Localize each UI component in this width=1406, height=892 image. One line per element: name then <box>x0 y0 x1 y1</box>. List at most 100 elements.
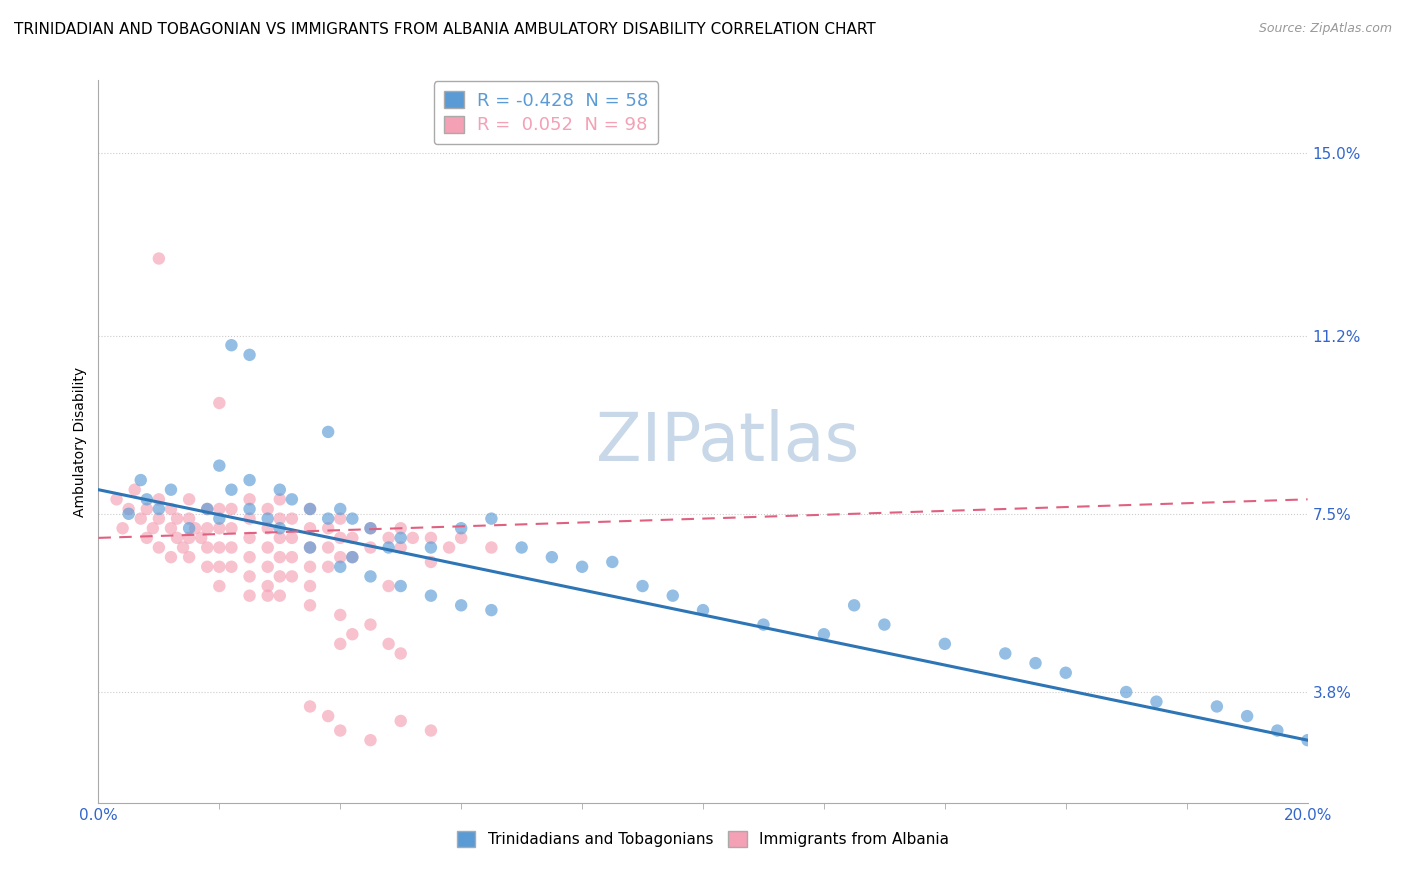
Point <box>208 458 231 473</box>
Point <box>256 502 278 516</box>
Point <box>299 579 322 593</box>
Point <box>239 511 262 525</box>
Point <box>360 617 382 632</box>
Point <box>389 579 412 593</box>
Point <box>1236 709 1258 723</box>
Point <box>172 541 194 555</box>
Point <box>360 541 382 555</box>
Point <box>135 531 157 545</box>
Point <box>377 531 399 545</box>
Point <box>148 502 170 516</box>
Point <box>118 502 141 516</box>
Point <box>208 541 231 555</box>
Point <box>316 511 339 525</box>
Point <box>1206 699 1229 714</box>
Point <box>269 531 291 545</box>
Point <box>329 511 352 525</box>
Point <box>342 511 364 525</box>
Point <box>661 589 683 603</box>
Point <box>256 579 278 593</box>
Point <box>256 521 278 535</box>
Point <box>281 531 304 545</box>
Point <box>195 559 218 574</box>
Point <box>281 511 304 525</box>
Point <box>195 502 218 516</box>
Point <box>269 550 291 565</box>
Point <box>631 579 654 593</box>
Point <box>221 559 243 574</box>
Point <box>481 603 503 617</box>
Y-axis label: Ambulatory Disability: Ambulatory Disability <box>73 367 87 516</box>
Point <box>420 723 443 738</box>
Point <box>389 647 412 661</box>
Point <box>420 555 443 569</box>
Point <box>844 599 866 613</box>
Point <box>135 492 157 507</box>
Point <box>221 502 243 516</box>
Point <box>389 531 412 545</box>
Point <box>420 531 443 545</box>
Point <box>329 502 352 516</box>
Legend: Trinidadians and Tobagonians, Immigrants from Albania: Trinidadians and Tobagonians, Immigrants… <box>451 825 955 853</box>
Point <box>316 425 339 439</box>
Point <box>873 617 896 632</box>
Point <box>602 555 624 569</box>
Point <box>1267 723 1289 738</box>
Point <box>269 511 291 525</box>
Point <box>342 550 364 565</box>
Point <box>148 541 170 555</box>
Point <box>269 492 291 507</box>
Point <box>377 579 399 593</box>
Point <box>160 502 183 516</box>
Point <box>360 521 382 535</box>
Point <box>221 483 243 497</box>
Point <box>239 492 262 507</box>
Point <box>179 521 201 535</box>
Point <box>994 647 1017 661</box>
Text: Source: ZipAtlas.com: Source: ZipAtlas.com <box>1258 22 1392 36</box>
Point <box>148 492 170 507</box>
Point <box>239 569 262 583</box>
Point <box>118 507 141 521</box>
Point <box>342 627 364 641</box>
Point <box>420 541 443 555</box>
Point <box>221 338 243 352</box>
Point <box>329 607 352 622</box>
Point <box>1054 665 1077 680</box>
Point <box>342 531 364 545</box>
Point <box>329 550 352 565</box>
Point <box>316 559 339 574</box>
Point <box>329 531 352 545</box>
Point <box>148 511 170 525</box>
Point <box>281 569 304 583</box>
Point <box>329 559 352 574</box>
Point <box>342 550 364 565</box>
Point <box>208 396 231 410</box>
Point <box>239 473 262 487</box>
Point <box>111 521 134 535</box>
Point <box>208 502 231 516</box>
Point <box>179 511 201 525</box>
Point <box>571 559 593 574</box>
Point <box>377 637 399 651</box>
Point <box>1115 685 1137 699</box>
Point <box>195 502 218 516</box>
Point <box>389 541 412 555</box>
Point <box>299 521 322 535</box>
Point <box>239 502 262 516</box>
Point <box>934 637 956 651</box>
Point <box>239 589 262 603</box>
Point <box>299 502 322 516</box>
Point <box>269 483 291 497</box>
Point <box>269 521 291 535</box>
Point <box>510 541 533 555</box>
Point <box>208 521 231 535</box>
Point <box>195 521 218 535</box>
Point <box>481 511 503 525</box>
Point <box>129 511 152 525</box>
Point <box>437 541 460 555</box>
Point <box>239 348 262 362</box>
Point <box>142 521 165 535</box>
Point <box>360 733 382 747</box>
Point <box>208 579 231 593</box>
